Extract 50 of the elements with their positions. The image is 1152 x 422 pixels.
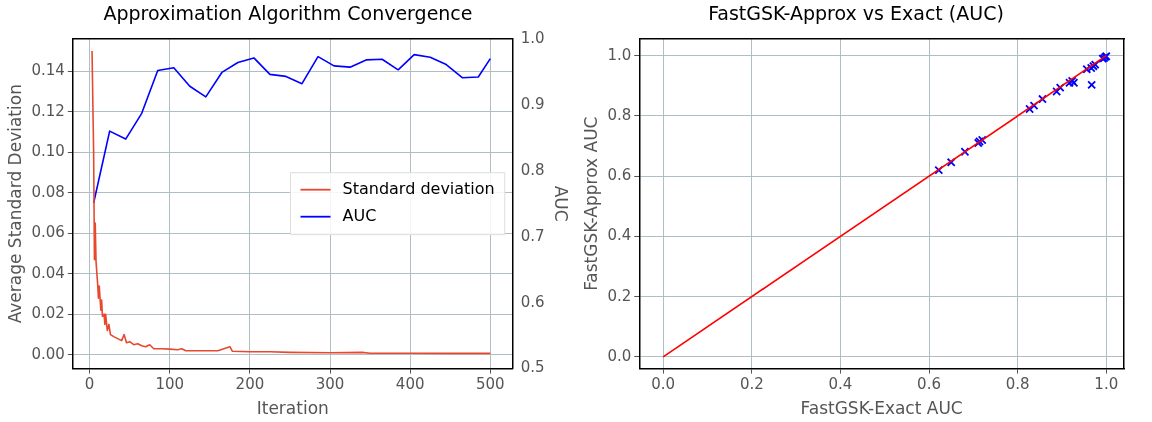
y-axis-title: FastGSK-Approx AUC bbox=[580, 116, 601, 291]
y-tick-label: 0.4 bbox=[607, 226, 632, 245]
y-tick-label: 0.2 bbox=[607, 286, 632, 305]
point bbox=[1052, 87, 1062, 96]
y-tick-label: 0.6 bbox=[607, 166, 632, 185]
point bbox=[977, 135, 987, 145]
x-tick-label: 0.6 bbox=[917, 375, 941, 394]
point bbox=[960, 147, 970, 157]
point bbox=[934, 165, 944, 175]
point bbox=[1025, 104, 1035, 114]
y-tick-label: 0.04 bbox=[31, 263, 65, 282]
x-tick-label: 0.4 bbox=[828, 375, 853, 394]
y-tick-label: 0.02 bbox=[31, 304, 65, 323]
y-tick-label: 0.08 bbox=[31, 182, 65, 201]
point bbox=[1038, 94, 1047, 104]
point bbox=[1087, 80, 1097, 90]
y2-tick-label: 0.8 bbox=[520, 160, 545, 179]
legend-label: Standard deviation bbox=[342, 178, 495, 198]
x-tick-label: 200 bbox=[235, 375, 265, 394]
y-tick-label: 0.10 bbox=[31, 142, 65, 161]
x-tick-label: 1.0 bbox=[1094, 375, 1119, 394]
y2-axis-title: AUC bbox=[551, 185, 572, 222]
x-tick-label: 500 bbox=[475, 375, 505, 394]
legend-label: AUC bbox=[342, 205, 377, 225]
y2-tick-label: 0.5 bbox=[520, 358, 545, 377]
x-tick-label: 400 bbox=[395, 375, 425, 394]
y2-tick-label: 0.7 bbox=[520, 226, 545, 245]
x-tick-label: 0.8 bbox=[1005, 375, 1030, 394]
y2-tick-label: 0.9 bbox=[520, 94, 545, 113]
x-tick-label: 0.0 bbox=[651, 375, 676, 394]
x-tick-label: 300 bbox=[315, 375, 345, 394]
y-tick-label: 0.8 bbox=[607, 105, 632, 124]
x-tick-label: 100 bbox=[155, 375, 185, 394]
y-axis-title: Average Standard Deviation bbox=[4, 84, 25, 324]
y2-tick-label: 0.6 bbox=[520, 292, 545, 311]
x-tick-label: 0.2 bbox=[739, 375, 764, 394]
point bbox=[946, 157, 956, 167]
y-tick-label: 0.12 bbox=[31, 101, 65, 120]
chart-title: Approximation Algorithm Convergence bbox=[103, 2, 473, 25]
y-tick-label: 0.06 bbox=[31, 223, 65, 242]
x-axis-title: FastGSK-Exact AUC bbox=[800, 398, 963, 419]
y-tick-label: 0.14 bbox=[31, 61, 65, 80]
chart-title: FastGSK-Approx vs Exact (AUC) bbox=[708, 2, 1004, 25]
y-tick-label: 0.00 bbox=[31, 344, 65, 363]
x-tick-label: 0 bbox=[84, 375, 95, 394]
point bbox=[1055, 83, 1065, 93]
y-tick-label: 0.0 bbox=[607, 346, 632, 365]
y2-tick-label: 1.0 bbox=[520, 28, 545, 47]
x-axis-title: Iteration bbox=[256, 398, 329, 419]
y-tick-label: 1.0 bbox=[607, 45, 632, 64]
